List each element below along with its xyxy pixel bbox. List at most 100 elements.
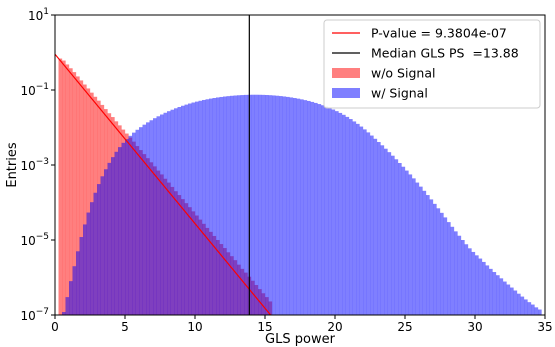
w-signal-bar: [440, 212, 444, 315]
w-signal-bar: [380, 145, 385, 315]
w-signal-bar: [419, 186, 423, 315]
legend-without-signal-label: w/o Signal: [371, 66, 435, 81]
w-signal-bar: [177, 107, 182, 315]
w-signal-bar: [338, 112, 343, 315]
w-signal-bar: [405, 170, 409, 315]
w-signal-bar: [111, 157, 115, 315]
w-signal-bar: [422, 190, 427, 315]
w-signal-bar: [342, 114, 346, 315]
w-signal-bar: [373, 138, 378, 315]
w-signal-bar: [219, 96, 224, 315]
w-signal-bar: [527, 302, 532, 315]
w-o-signal-bar: [76, 76, 80, 315]
w-signal-bar: [492, 272, 497, 315]
w-signal-bar: [62, 312, 66, 315]
w-signal-bar: [97, 184, 101, 315]
w-signal-bar: [503, 281, 507, 315]
w-signal-bar: [415, 182, 420, 315]
w-signal-bar: [464, 244, 469, 315]
w-signal-bar: [317, 104, 322, 315]
w-signal-bar: [377, 142, 381, 315]
w-signal-bar: [496, 275, 500, 315]
w-signal-bar: [240, 95, 245, 315]
w-signal-bar: [387, 152, 392, 315]
w-o-signal-bar: [58, 58, 63, 315]
w-signal-bar: [310, 101, 315, 315]
w-signal-bar: [100, 176, 105, 315]
w-signal-bar: [65, 297, 70, 315]
w-signal-bar: [335, 111, 339, 315]
w-signal-bar: [513, 290, 518, 315]
w-signal-bar: [324, 106, 329, 315]
w-signal-bar: [76, 251, 80, 315]
legend-box: [323, 19, 541, 109]
w-signal-bar: [184, 104, 189, 315]
x-tick-label: 20: [327, 320, 342, 334]
x-tick-label: 0: [51, 320, 59, 334]
w-o-signal-bar: [86, 88, 91, 315]
w-signal-bar: [254, 94, 259, 315]
w-signal-bar: [118, 147, 122, 315]
x-tick-label: 35: [537, 320, 552, 334]
w-signal-bar: [517, 293, 521, 315]
y-tick-label: 10−5: [20, 232, 49, 248]
legend-without-signal-swatch: [332, 68, 360, 78]
w-signal-bar: [160, 114, 164, 315]
legend-with-signal-swatch: [332, 88, 360, 98]
w-signal-bar: [314, 102, 318, 315]
w-signal-bar: [331, 109, 336, 315]
w-signal-bar: [142, 124, 147, 315]
w-signal-bar: [216, 97, 220, 315]
x-tick-label: 30: [467, 320, 482, 334]
legend-with-signal-label: w/ Signal: [371, 86, 428, 101]
w-signal-bar: [359, 126, 364, 315]
w-signal-bar: [307, 100, 311, 315]
w-signal-bar: [237, 95, 241, 315]
w-signal-bar: [170, 109, 175, 315]
w-o-signal-bar: [79, 80, 84, 315]
w-signal-bar: [163, 112, 168, 315]
w-signal-bar: [114, 151, 119, 315]
w-signal-bar: [300, 99, 304, 315]
w-signal-bar: [489, 268, 493, 315]
w-signal-bar: [349, 119, 353, 315]
y-axis-label: Entries: [5, 142, 20, 188]
w-signal-bar: [429, 199, 434, 315]
w-signal-bar: [132, 132, 136, 315]
w-signal-bar: [156, 116, 161, 315]
w-signal-bar: [506, 284, 511, 315]
w-signal-bar: [233, 95, 238, 315]
w-signal-bar: [244, 94, 248, 315]
w-signal-bar: [303, 100, 308, 315]
w-signal-bar: [443, 217, 448, 315]
w-signal-bar: [471, 251, 476, 315]
w-signal-bar: [461, 240, 465, 315]
w-signal-bar: [345, 116, 350, 315]
w-signal-bar: [363, 129, 367, 315]
w-signal-bar: [209, 98, 213, 315]
w-signal-bar: [83, 224, 87, 315]
w-signal-bar: [408, 174, 413, 315]
w-signal-bar: [510, 287, 514, 315]
w-signal-bar: [191, 102, 196, 315]
w-signal-bar: [279, 96, 283, 315]
w-signal-bar: [226, 96, 231, 315]
w-signal-bar: [275, 95, 280, 315]
w-signal-bar: [436, 208, 441, 315]
w-signal-bar: [90, 202, 94, 315]
legend: P-value = 9.3804e-07 Median GLS PS =13.8…: [323, 19, 541, 109]
w-signal-bar: [520, 296, 525, 315]
w-signal-bar: [104, 169, 108, 315]
w-signal-bar: [485, 265, 490, 315]
y-tick-label: 10−3: [20, 157, 49, 173]
w-o-signal-bar: [83, 84, 87, 315]
w-signal-bar: [538, 309, 542, 315]
w-o-signal-bar: [65, 64, 70, 315]
w-signal-bar: [146, 122, 150, 315]
legend-pvalue-label: P-value = 9.3804e-07: [371, 26, 507, 41]
w-signal-bar: [79, 237, 84, 315]
x-axis-label: GLS power: [265, 332, 336, 347]
w-signal-bar: [398, 163, 402, 315]
